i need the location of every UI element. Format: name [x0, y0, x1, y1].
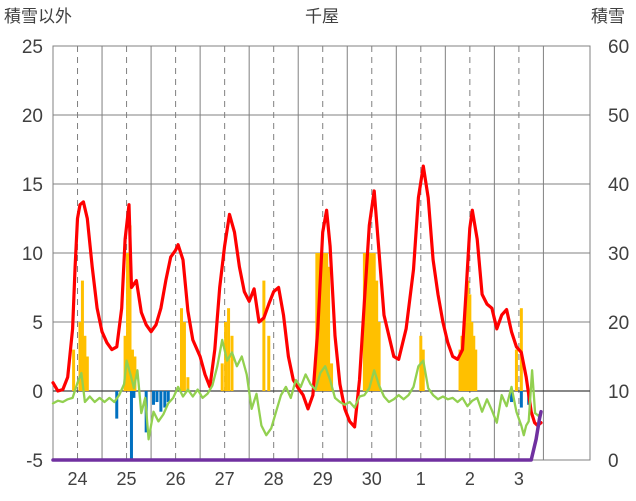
bar	[377, 322, 381, 391]
bar	[514, 349, 518, 391]
x-tick-label: 24	[68, 469, 88, 489]
right-tick-label: 10	[608, 382, 629, 403]
series-line	[51, 409, 543, 462]
left-tick-label: -5	[26, 451, 43, 472]
right-tick-label: 60	[608, 37, 629, 58]
left-tick-label: 25	[22, 37, 43, 58]
bar	[132, 391, 136, 398]
right-y-axis: 60 50 40 30 20 10 0	[608, 37, 629, 472]
x-tick-label: 28	[264, 469, 284, 489]
line-series	[51, 164, 543, 462]
x-tick-label: 3	[514, 469, 524, 489]
x-tick-label: 2	[465, 469, 475, 489]
bar	[472, 335, 476, 391]
x-tick-label: 1	[416, 469, 426, 489]
bar	[85, 356, 89, 391]
bar	[421, 349, 425, 391]
right-axis-title: 積雪	[591, 7, 625, 27]
bar	[78, 322, 82, 391]
bar	[133, 356, 137, 391]
bar	[470, 322, 474, 391]
bar	[80, 280, 84, 391]
right-tick-label: 30	[608, 244, 629, 265]
bar	[220, 363, 224, 391]
bar	[128, 225, 132, 391]
bar	[230, 335, 234, 391]
bar	[123, 335, 127, 391]
x-tick-label: 30	[362, 469, 382, 489]
x-tick-label: 29	[313, 469, 333, 489]
bar	[267, 335, 271, 391]
bar	[372, 253, 376, 391]
bar	[519, 308, 523, 391]
bar	[462, 335, 466, 391]
bar	[474, 349, 478, 391]
bar	[458, 349, 462, 391]
bar	[72, 349, 76, 391]
bar	[367, 253, 371, 391]
bar	[182, 322, 186, 391]
bar	[321, 253, 325, 391]
bar	[152, 391, 156, 405]
x-tick-label: 27	[215, 469, 235, 489]
right-tick-label: 40	[608, 175, 629, 196]
left-tick-label: 15	[22, 175, 43, 196]
bar	[325, 253, 329, 391]
left-tick-label: 10	[22, 244, 43, 265]
right-tick-label: 50	[608, 106, 629, 127]
x-tick-label: 25	[117, 469, 137, 489]
bar	[227, 308, 231, 391]
bar	[510, 391, 514, 403]
left-tick-label: 20	[22, 106, 43, 127]
bar	[115, 391, 119, 419]
bar-series	[72, 225, 531, 460]
bar	[375, 280, 379, 391]
x-tick-label: 26	[166, 469, 186, 489]
left-y-axis: 25 20 15 10 5 0 -5	[22, 37, 43, 472]
bar	[166, 391, 170, 403]
bar	[519, 391, 523, 408]
chart-title: 千屋	[305, 7, 339, 27]
bar	[186, 377, 190, 391]
right-tick-label: 20	[608, 313, 629, 334]
bar	[460, 335, 464, 391]
bar	[155, 391, 159, 403]
bar	[129, 391, 133, 460]
series-line	[51, 338, 543, 441]
left-tick-label: 5	[32, 313, 43, 334]
bar	[365, 253, 369, 391]
bar	[126, 253, 130, 391]
right-tick-label: 0	[608, 451, 619, 472]
bar	[323, 253, 327, 391]
bar	[159, 391, 163, 412]
bar	[179, 308, 183, 391]
bar	[327, 266, 331, 391]
bar	[466, 280, 470, 391]
left-axis-title: 積雪以外	[4, 7, 72, 27]
bar	[83, 335, 87, 391]
bar	[468, 294, 472, 391]
bar	[262, 280, 266, 391]
bar	[330, 363, 334, 391]
x-axis: 24 25 26 27 28 29 30 1 2 3	[68, 469, 524, 489]
bar	[163, 391, 167, 408]
left-tick-label: 0	[32, 382, 43, 403]
bar	[130, 349, 134, 391]
bar	[464, 308, 468, 391]
bar	[370, 253, 374, 391]
series-line	[51, 164, 543, 429]
bar	[319, 253, 323, 391]
